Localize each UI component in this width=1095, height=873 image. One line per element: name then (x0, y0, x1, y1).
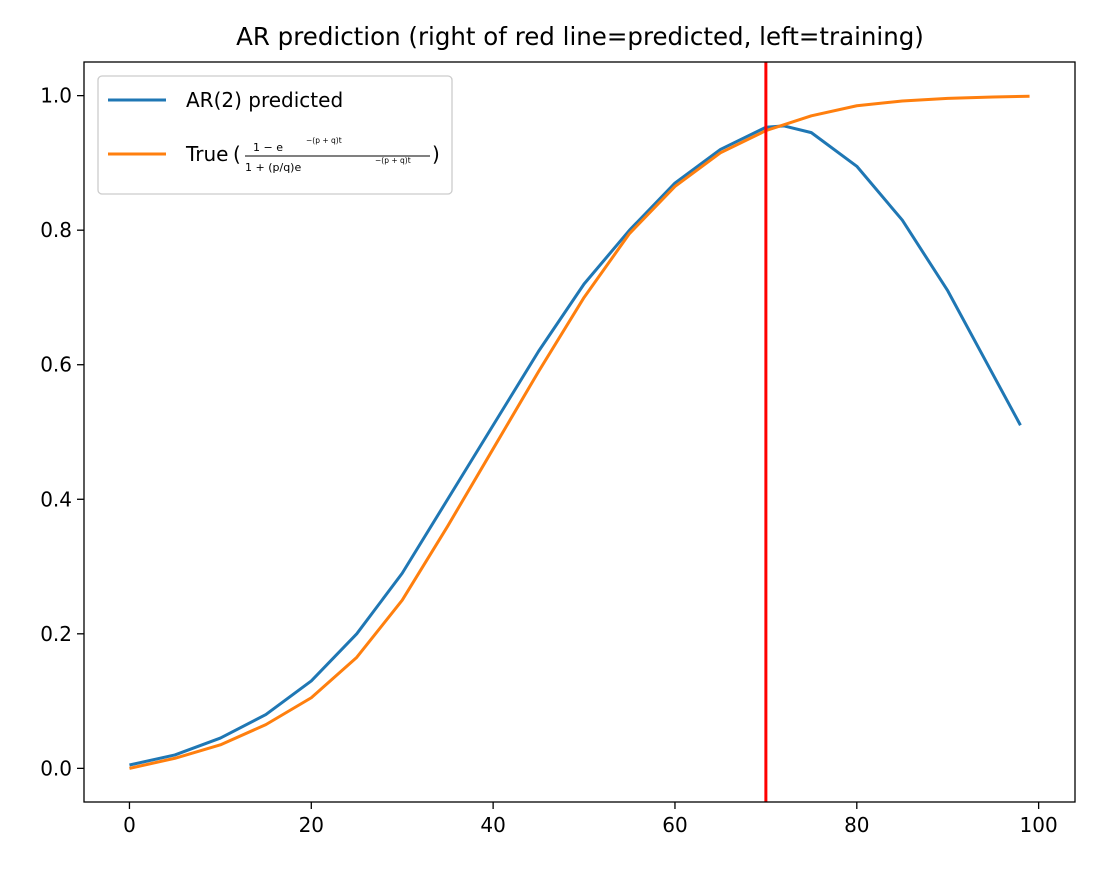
legend-formula-denominator: 1 + (p/q)e (245, 161, 301, 174)
legend-label-true: True (185, 142, 228, 166)
axis-ticks: 0 20 40 60 80 100 0.0 0.2 0.4 0.6 0.8 1.0 (40, 84, 1058, 837)
y-tick-label: 0.6 (40, 353, 72, 377)
legend-label-ar2: AR(2) predicted (186, 88, 343, 112)
legend: AR(2) predicted True ( 1 − e −(p + q)t 1… (97, 75, 453, 195)
y-tick-label: 1.0 (40, 84, 72, 108)
y-tick-label: 0.2 (40, 622, 72, 646)
series-line-ar2-predicted (129, 124, 1022, 767)
legend-formula-numerator-exp: −(p + q)t (306, 136, 342, 145)
x-tick-label: 20 (299, 813, 324, 837)
y-tick-label: 0.4 (40, 487, 72, 511)
axes-frame (83, 61, 1076, 803)
x-tick-label: 80 (844, 813, 869, 837)
y-tick-label: 0.8 (40, 218, 72, 242)
legend-formula-open-paren: ( (233, 142, 241, 166)
x-tick-label: 0 (123, 813, 136, 837)
legend-formula-close-paren: ) (432, 142, 440, 166)
x-tick-label: 60 (662, 813, 687, 837)
legend-formula: 1 − e −(p + q)t 1 + (p/q)e −(p + q)t (245, 136, 430, 174)
series-line-true (129, 94, 1030, 770)
y-tick-label: 0.0 (40, 756, 72, 780)
x-tick-label: 100 (1020, 813, 1058, 837)
chart-title: AR prediction (right of red line=predict… (236, 22, 924, 51)
plot-area (129, 62, 1030, 802)
x-tick-label: 40 (480, 813, 505, 837)
legend-formula-denominator-exp: −(p + q)t (375, 156, 411, 165)
legend-formula-numerator: 1 − e (253, 141, 283, 154)
legend-box (97, 75, 453, 195)
